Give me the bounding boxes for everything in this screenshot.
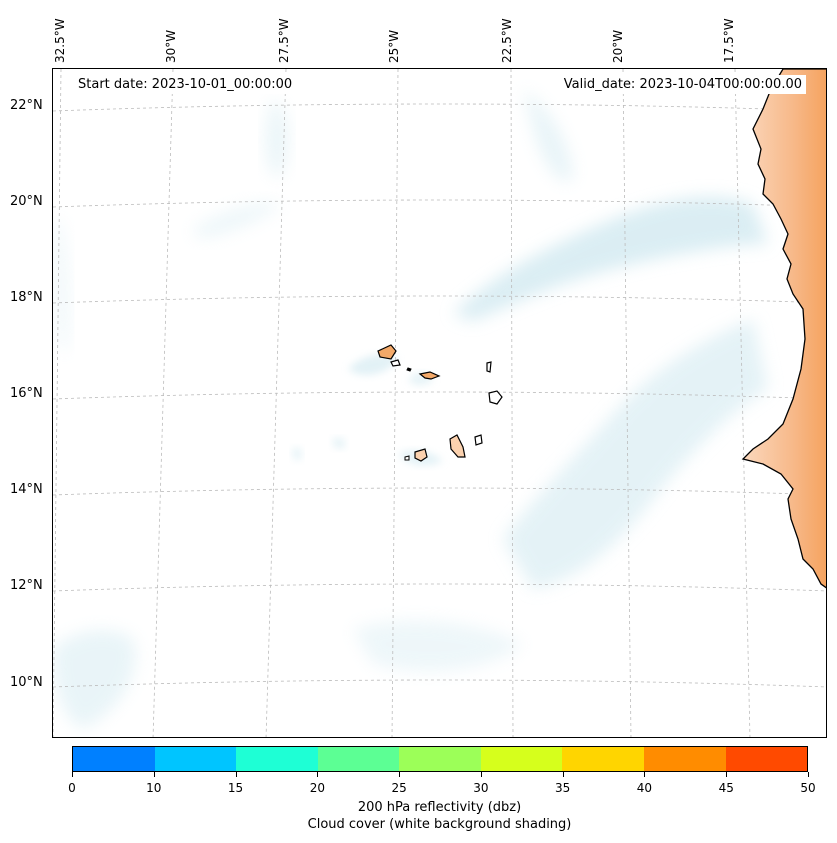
island-sal xyxy=(486,361,492,373)
lat-label: 22°N xyxy=(10,98,43,113)
lon-label: 20°W xyxy=(611,29,625,63)
colorbar-segment xyxy=(317,747,400,771)
colorbar-tick-label: 15 xyxy=(227,781,244,795)
lon-label: 25°W xyxy=(387,29,401,63)
island-santa-luzia xyxy=(406,367,412,372)
lat-label: 12°N xyxy=(10,578,43,593)
start-date-label: Start date: 2023-10-01_00:00:00 xyxy=(74,75,297,94)
map-canvas xyxy=(53,69,826,737)
colorbar-tick-label: 20 xyxy=(309,781,325,795)
island-sao-nicolau xyxy=(418,371,441,380)
colorbar-segment xyxy=(562,747,644,771)
lon-label: 30°W xyxy=(164,29,178,63)
colorbar-tick-mark xyxy=(562,772,564,777)
colorbar-tick-label: 45 xyxy=(718,781,734,795)
lat-label: 18°N xyxy=(10,290,43,305)
colorbar-segment xyxy=(154,747,237,771)
colorbar-segment xyxy=(480,747,563,771)
lat-label: 14°N xyxy=(10,482,43,497)
colorbar-segment xyxy=(643,747,726,771)
colorbar-tick-label: 50 xyxy=(800,781,816,795)
colorbar-tick-mark xyxy=(317,772,319,777)
map-gridlines xyxy=(53,69,826,737)
colorbar-tick-mark xyxy=(726,772,728,777)
colorbar-tick-mark xyxy=(644,772,646,777)
lon-label: 17.5°W xyxy=(722,18,736,63)
valid-date-label: Valid_date: 2023-10-04T00:00:00.00 xyxy=(559,75,806,94)
island-maio xyxy=(474,434,483,446)
colorbar-tick-mark xyxy=(235,772,237,777)
colorbar-tick-label: 35 xyxy=(555,781,571,795)
colorbar-segment xyxy=(399,747,481,771)
africa-landmass xyxy=(741,69,826,589)
colorbar-tick-mark xyxy=(153,772,155,777)
colorbar-tick-label: 30 xyxy=(473,781,489,795)
colorbar-tick-label: 0 xyxy=(68,781,76,795)
colorbar-tick-label: 40 xyxy=(636,781,653,795)
island-santiago xyxy=(449,434,466,458)
lon-label: 32.5°W xyxy=(53,18,67,63)
colorbar-tick-label: 10 xyxy=(146,781,162,795)
colorbar-segment xyxy=(73,747,155,771)
colorbar xyxy=(72,746,808,772)
colorbar-title: 200 hPa reflectivity (dbz) xyxy=(357,800,522,815)
colorbar-tick-label: 25 xyxy=(391,781,407,795)
map-panel xyxy=(52,68,827,738)
island-sao-vicente xyxy=(390,359,401,367)
island-brava xyxy=(404,455,410,461)
colorbar-segment xyxy=(236,747,318,771)
lon-label: 27.5°W xyxy=(277,18,291,63)
colorbar-tick-mark xyxy=(72,772,73,777)
lon-label: 22.5°W xyxy=(500,18,514,63)
colorbar-tick-mark xyxy=(399,772,401,777)
cloud-cover-shading xyxy=(53,89,768,729)
island-fogo xyxy=(414,448,428,462)
colorbar-subtitle: Cloud cover (white background shading) xyxy=(307,817,572,832)
lat-label: 20°N xyxy=(10,194,43,209)
island-santo-antao xyxy=(377,344,397,360)
colorbar-segment xyxy=(725,747,808,771)
lat-label: 10°N xyxy=(10,675,43,690)
colorbar-tick-mark xyxy=(480,772,482,777)
lat-label: 16°N xyxy=(10,386,43,401)
island-boa-vista xyxy=(488,390,503,405)
colorbar-tick-mark xyxy=(808,772,809,777)
